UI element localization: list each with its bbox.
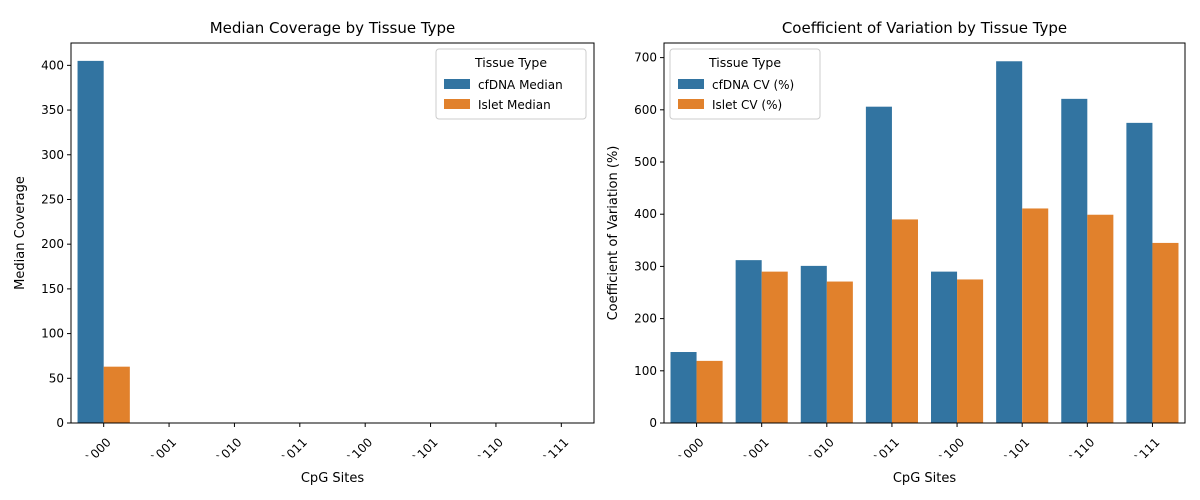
- x-tick-label: `001: [149, 435, 179, 465]
- bar: [891, 219, 918, 423]
- bar: [77, 60, 104, 423]
- bar: [1152, 242, 1179, 423]
- y-tick-label: 400: [634, 207, 657, 221]
- y-tick-label: 100: [634, 364, 657, 378]
- y-tick-label: 100: [41, 327, 64, 341]
- chart-panel-2: Coefficient of Variation by Tissue Type 0…: [606, 19, 1186, 486]
- y-tick-label: 200: [634, 312, 657, 326]
- bar: [735, 260, 762, 423]
- bar: [865, 106, 892, 423]
- x-tick-label: `100: [345, 435, 375, 465]
- bar: [1087, 214, 1114, 423]
- x-tick-label: `010: [807, 435, 837, 465]
- y-tick-label: 50: [49, 371, 64, 385]
- y-tick-label: 150: [41, 282, 64, 296]
- series-2: [696, 208, 1179, 423]
- legend: Tissue Type cfDNA Median Islet Median: [435, 48, 587, 120]
- y-tick-label: 400: [41, 58, 64, 72]
- y-tick-label: 700: [634, 51, 657, 65]
- legend-label: cfDNA Median: [478, 78, 563, 92]
- bar: [103, 366, 130, 423]
- bar: [931, 271, 958, 423]
- legend-box: [435, 48, 587, 120]
- y-tick-label: 300: [634, 259, 657, 273]
- x-tick-label: `011: [280, 435, 310, 465]
- series-1: [670, 61, 1153, 424]
- bar: [1126, 122, 1153, 423]
- x-tick-label: `111: [1132, 435, 1162, 465]
- legend-title: Tissue Type: [474, 55, 547, 70]
- plot-frame: [663, 42, 1186, 424]
- series-2: [103, 366, 130, 423]
- chart-panel-1: Median Coverage by Tissue Type 0 50 100 150 2…: [13, 19, 595, 486]
- x-tick-label: `001: [741, 435, 771, 465]
- x-tick-label: `000: [676, 435, 706, 465]
- bar: [1061, 98, 1088, 423]
- x-tick-label: `100: [937, 435, 967, 465]
- bar: [670, 352, 697, 423]
- plot-frame: [70, 42, 595, 424]
- y-axis-label: Coefficient of Variation (%): [606, 146, 621, 321]
- x-axis-label: CpG Sites: [301, 471, 364, 486]
- x-tick-label: `101: [410, 435, 440, 465]
- chart-title: Coefficient of Variation by Tissue Type: [782, 19, 1067, 37]
- bar: [996, 61, 1023, 424]
- bar: [957, 279, 984, 423]
- x-tick-label: `011: [872, 435, 902, 465]
- series-1: [77, 60, 104, 423]
- x-tick-label: `110: [1067, 435, 1097, 465]
- bar: [800, 265, 827, 423]
- bar: [696, 360, 723, 423]
- x-tick-label: `111: [541, 435, 571, 465]
- legend-swatch: [444, 79, 470, 89]
- bar: [1022, 208, 1049, 423]
- y-tick-label: 350: [41, 103, 64, 117]
- legend-label: cfDNA CV (%): [712, 78, 794, 92]
- y-tick-label: 0: [649, 416, 657, 430]
- x-tick-label: `010: [214, 435, 244, 465]
- bar: [761, 271, 788, 423]
- legend-title: Tissue Type: [708, 55, 781, 70]
- legend-label: Islet CV (%): [712, 98, 782, 112]
- x-tick-label: `000: [83, 435, 113, 465]
- legend-swatch: [444, 99, 470, 109]
- x-axis-label: CpG Sites: [893, 471, 956, 486]
- legend-label: Islet Median: [478, 98, 551, 112]
- y-tick-label: 0: [56, 416, 64, 430]
- y-tick-label: 200: [41, 237, 64, 251]
- legend: Tissue Type cfDNA CV (%) Islet CV (%): [669, 48, 821, 120]
- y-tick-label: 300: [41, 148, 64, 162]
- y-tick-label: 250: [41, 192, 64, 206]
- y-axis-label: Median Coverage: [13, 176, 28, 290]
- legend-box: [669, 48, 821, 120]
- x-tick-label: `110: [476, 435, 506, 465]
- legend-swatch: [678, 99, 704, 109]
- x-tick-label: `101: [1002, 435, 1032, 465]
- y-tick-label: 500: [634, 155, 657, 169]
- legend-swatch: [678, 79, 704, 89]
- y-tick-label: 600: [634, 103, 657, 117]
- bar: [826, 281, 853, 423]
- chart-title: Median Coverage by Tissue Type: [210, 19, 456, 37]
